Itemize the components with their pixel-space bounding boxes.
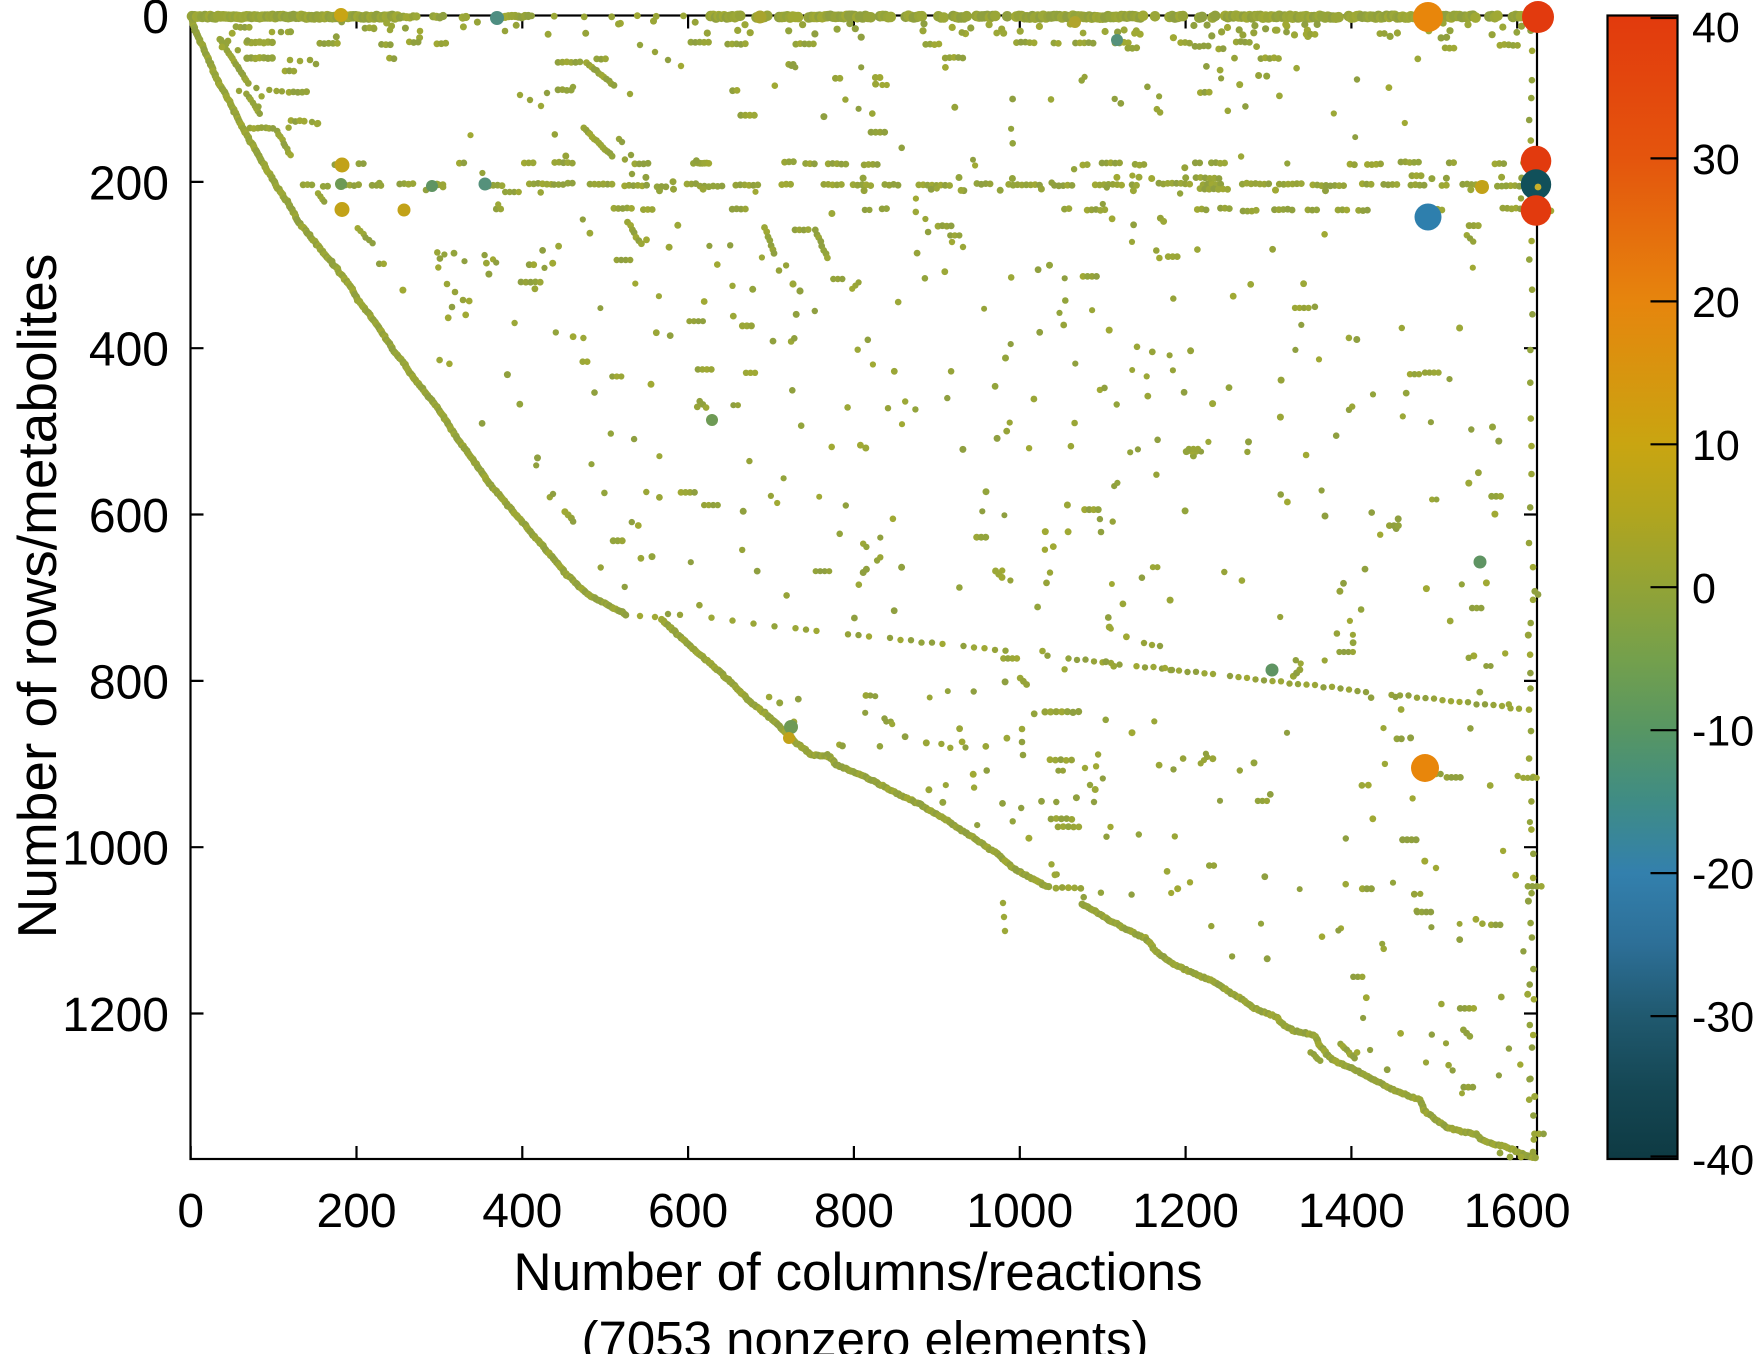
svg-text:10: 10 <box>1692 422 1740 470</box>
svg-text:600: 600 <box>89 490 169 543</box>
svg-text:400: 400 <box>482 1185 562 1238</box>
svg-text:600: 600 <box>648 1185 728 1238</box>
svg-text:-20: -20 <box>1692 851 1753 899</box>
svg-text:1200: 1200 <box>62 989 169 1042</box>
svg-text:Number of columns/reactions: Number of columns/reactions <box>513 1243 1202 1302</box>
svg-text:1200: 1200 <box>1132 1185 1239 1238</box>
svg-text:0: 0 <box>142 0 169 44</box>
svg-text:(7053 nonzero elements): (7053 nonzero elements) <box>581 1311 1148 1354</box>
svg-text:200: 200 <box>89 157 169 210</box>
svg-text:400: 400 <box>89 324 169 377</box>
svg-text:800: 800 <box>89 656 169 709</box>
svg-text:800: 800 <box>814 1185 894 1238</box>
svg-text:1400: 1400 <box>1298 1185 1405 1238</box>
svg-text:30: 30 <box>1692 136 1740 184</box>
svg-text:Number of rows/metabolites: Number of rows/metabolites <box>6 254 68 939</box>
svg-text:40: 40 <box>1692 4 1740 52</box>
svg-text:200: 200 <box>316 1185 396 1238</box>
svg-text:-40: -40 <box>1692 1137 1753 1185</box>
svg-text:20: 20 <box>1692 279 1740 327</box>
svg-text:0: 0 <box>177 1185 204 1238</box>
svg-text:1600: 1600 <box>1464 1185 1571 1238</box>
svg-text:-30: -30 <box>1692 994 1753 1042</box>
svg-text:1000: 1000 <box>62 823 169 876</box>
svg-text:0: 0 <box>1692 565 1716 613</box>
svg-text:1000: 1000 <box>966 1185 1073 1238</box>
svg-text:-10: -10 <box>1692 708 1753 756</box>
